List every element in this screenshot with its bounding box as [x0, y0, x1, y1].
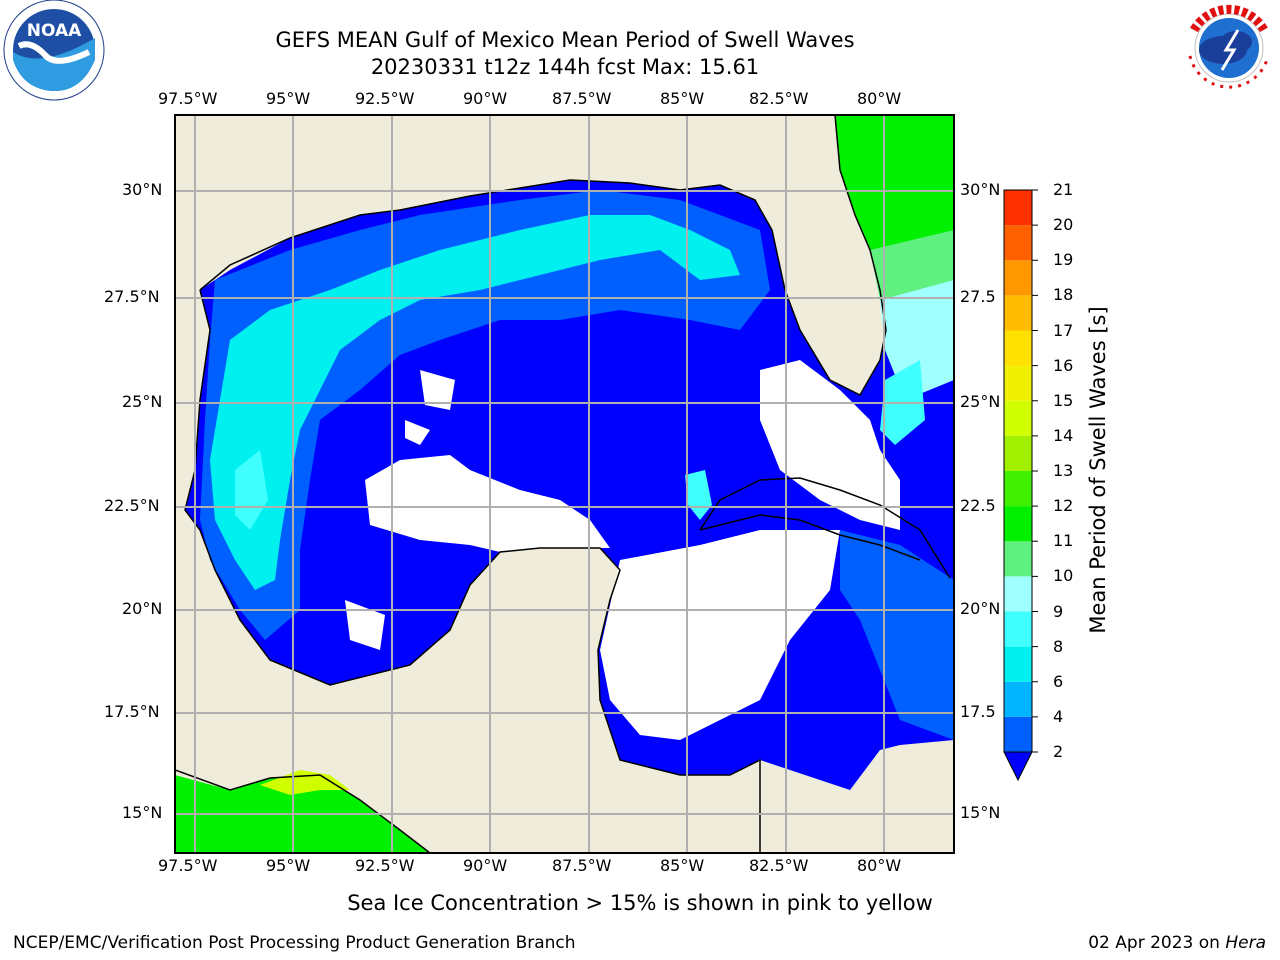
lat-label-left: 17.5°N — [104, 702, 160, 721]
colorbar-tick-label: 19 — [1053, 250, 1074, 270]
missing-data-patch — [405, 420, 430, 445]
lat-label-left: 22.5°N — [104, 496, 160, 515]
colorbar-tick-label: 16 — [1053, 355, 1074, 375]
lon-label-bottom: 92.5°W — [355, 856, 415, 875]
colorbar-segment — [1004, 646, 1032, 682]
lat-label-right: 17.5 — [960, 702, 996, 721]
gulf-band-paler — [235, 450, 268, 530]
lat-label-left: 25°N — [122, 392, 163, 411]
coastline — [184, 289, 761, 853]
lat-label-right: 27.5 — [960, 287, 996, 306]
noaa-logo-text: NOAA — [27, 21, 82, 41]
lon-label-top: 97.5°W — [158, 89, 218, 108]
map-subtitle: 20230331 t12z 144h fcst Max: 15.61 — [370, 55, 760, 79]
colorbar-segment — [1004, 365, 1032, 401]
lon-label-top: 92.5°W — [355, 89, 415, 108]
colorbar-segment — [1004, 541, 1032, 577]
footer-host: Hera — [1225, 933, 1266, 953]
coastline-pacific — [175, 769, 431, 853]
footer-date: 02 Apr 2023 on Hera — [1088, 933, 1266, 953]
lon-label-top: 95°W — [266, 89, 311, 108]
colorbar-segment — [1004, 400, 1032, 436]
colorbar-segment — [1004, 576, 1032, 612]
lat-label-right: 25°N — [960, 392, 1001, 411]
colorbar-segment — [1004, 716, 1032, 752]
gulf-band-light — [210, 215, 740, 590]
colorbar-segment — [1004, 471, 1032, 507]
lat-label-left: 15°N — [122, 803, 163, 822]
colorbar-segment — [1004, 295, 1032, 331]
colorbar-tick-label: 4 — [1053, 706, 1064, 726]
colorbar-extend — [1003, 751, 1033, 782]
noaa-logo: NOAA — [3, 0, 105, 101]
lon-label-top: 90°W — [463, 89, 508, 108]
lon-label-top: 82.5°W — [749, 89, 809, 108]
coastline — [199, 115, 887, 396]
lon-label-bottom: 95°W — [266, 856, 311, 875]
lon-label-bottom: 80°W — [857, 856, 902, 875]
colorbar-segment — [1004, 190, 1032, 226]
lon-label-bottom: 85°W — [660, 856, 705, 875]
colorbar-tick-label: 14 — [1053, 425, 1074, 445]
colorbar-segment — [1004, 225, 1032, 261]
map-grid — [175, 115, 954, 853]
lon-label-top: 87.5°W — [552, 89, 612, 108]
lat-label-right: 15°N — [960, 803, 1001, 822]
atlantic-water-green — [870, 230, 954, 300]
colorbar-tick-label: 11 — [1053, 531, 1074, 551]
lon-label-bottom: 87.5°W — [552, 856, 612, 875]
missing-data-patch — [420, 370, 455, 410]
colorbar — [1003, 189, 1038, 782]
colorbar-segment — [1004, 330, 1032, 366]
coastline-cuba — [699, 477, 951, 579]
nws-logo — [1183, 2, 1275, 94]
colorbar-segment — [1004, 506, 1032, 542]
lat-label-right: 22.5 — [960, 496, 996, 515]
colorbar-tick-label: 12 — [1053, 496, 1074, 516]
colorbar-segment — [1004, 435, 1032, 471]
colorbar-tick-label: 9 — [1053, 601, 1064, 621]
sea-ice-note: Sea Ice Concentration > 15% is shown in … — [347, 891, 933, 915]
colorbar-tick-label: 8 — [1053, 636, 1064, 656]
lon-label-bottom: 82.5°W — [749, 856, 809, 875]
lon-label-bottom: 97.5°W — [158, 856, 218, 875]
lon-label-top: 85°W — [660, 89, 705, 108]
coastline-cuba-south — [699, 514, 921, 561]
missing-data-caribbean — [600, 530, 840, 740]
lon-label-bottom: 90°W — [463, 856, 508, 875]
map-title: GEFS MEAN Gulf of Mexico Mean Period of … — [275, 28, 855, 52]
footer-credit: NCEP/EMC/Verification Post Processing Pr… — [13, 933, 576, 953]
footer-date-text: 02 Apr 2023 on — [1088, 933, 1226, 953]
colorbar-segment — [1004, 611, 1032, 647]
colorbar-title: Mean Period of Swell Waves [s] — [1086, 306, 1110, 634]
lat-label-right: 20°N — [960, 599, 1001, 618]
map-frame — [174, 114, 955, 854]
colorbar-tick-label: 2 — [1053, 742, 1064, 761]
lat-label-right: 30°N — [960, 180, 1001, 199]
lat-label-left: 20°N — [122, 599, 163, 618]
colorbar-tick-label: 10 — [1053, 566, 1074, 586]
colorbar-segment — [1004, 260, 1032, 296]
missing-data-patch — [345, 600, 385, 650]
caribbean-water — [840, 530, 954, 740]
lon-label-top: 80°W — [857, 89, 902, 108]
pacific-water-yellow — [260, 770, 350, 795]
missing-data-center — [365, 455, 610, 552]
lat-label-left: 30°N — [122, 180, 163, 199]
lat-label-left: 27.5°N — [104, 287, 160, 306]
colorbar-tick-label: 15 — [1053, 390, 1074, 410]
colorbar-tick-label: 17 — [1053, 320, 1074, 340]
colorbar-tick-label: 21 — [1053, 180, 1074, 199]
colorbar-tick-label: 18 — [1053, 285, 1074, 305]
atlantic-water — [835, 115, 954, 270]
colorbar-tick-label: 6 — [1053, 671, 1064, 691]
atlantic-water-cyan — [880, 280, 954, 400]
colorbar-segment — [1004, 681, 1032, 717]
colorbar-tick-label: 13 — [1053, 461, 1074, 480]
colorbar-tick-label: 20 — [1053, 215, 1074, 235]
